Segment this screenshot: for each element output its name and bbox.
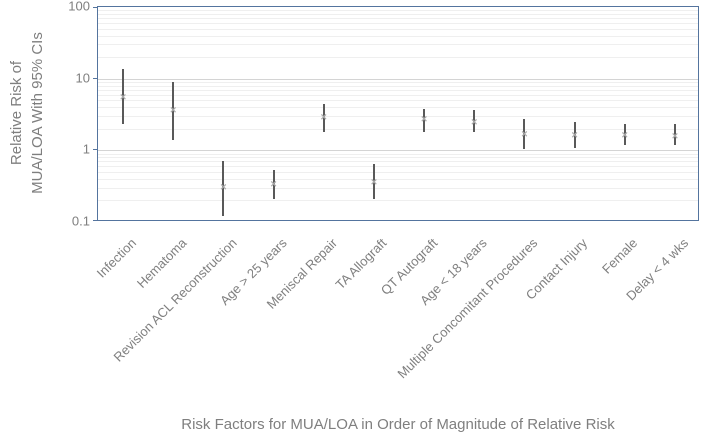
gridline-minor xyxy=(98,94,698,96)
data-marker: × xyxy=(521,128,528,141)
gridline-minor xyxy=(98,153,698,155)
gridline-minor xyxy=(98,128,698,130)
error-bar xyxy=(473,110,476,133)
error-bar xyxy=(172,81,175,140)
gridline-minor xyxy=(98,116,698,118)
gridline-minor xyxy=(98,171,698,173)
data-marker: × xyxy=(671,130,679,143)
data-marker: × xyxy=(170,104,177,117)
error-bar xyxy=(372,164,375,199)
error-bar xyxy=(623,124,626,145)
x-axis-title: Risk Factors for MUA/LOA in Order of Mag… xyxy=(181,416,615,433)
gridline-minor xyxy=(98,200,698,202)
error-bar xyxy=(122,69,125,125)
x-category-label: Infection xyxy=(93,235,139,281)
gridline-minor xyxy=(98,10,698,12)
error-bar xyxy=(272,169,275,199)
gridline-minor xyxy=(98,89,698,91)
data-marker: × xyxy=(370,176,378,189)
error-bar xyxy=(423,108,426,133)
y-tick-mark xyxy=(93,149,97,151)
data-marker: × xyxy=(420,113,428,126)
data-marker: × xyxy=(320,111,327,124)
gridline-minor xyxy=(98,187,698,189)
gridline-minor xyxy=(98,85,698,87)
data-marker: × xyxy=(621,129,628,142)
y-axis-title: Relative Risk of MUA/LOA With 95% CIs xyxy=(6,32,48,194)
gridline-minor xyxy=(98,57,698,59)
gridline-minor xyxy=(98,22,698,24)
y-tick-mark xyxy=(93,220,97,221)
y-tick-mark xyxy=(93,6,97,8)
y-tick-mark xyxy=(93,77,97,79)
gridline-minor xyxy=(98,35,698,37)
gridline-minor xyxy=(98,44,698,46)
y-tick-label: 100 xyxy=(68,0,90,14)
error-bar xyxy=(573,121,576,149)
data-marker: × xyxy=(571,129,578,142)
data-marker: × xyxy=(119,91,127,104)
gridline-minor xyxy=(98,81,698,83)
y-axis-title-line2: MUA/LOA With 95% CIs xyxy=(29,32,46,194)
data-marker: × xyxy=(270,178,277,191)
gridline-minor xyxy=(98,28,698,30)
data-marker: × xyxy=(220,181,227,194)
gridline-minor xyxy=(98,157,698,159)
plot-area: × × × × × × × × × × × × xyxy=(97,6,699,221)
y-axis-title-line1: Relative Risk of xyxy=(8,60,25,166)
gridline-minor xyxy=(98,161,698,163)
gridline-minor xyxy=(98,13,698,15)
error-bar xyxy=(673,123,676,146)
gridline-minor xyxy=(98,166,698,168)
y-tick-label: 1 xyxy=(82,141,90,157)
gridline-major xyxy=(98,78,698,80)
gridline-minor xyxy=(98,107,698,109)
error-bar xyxy=(222,160,225,217)
gridline-minor xyxy=(98,18,698,20)
data-marker: × xyxy=(471,116,478,129)
gridline-minor xyxy=(98,100,698,102)
gridline-minor xyxy=(98,178,698,180)
error-bar xyxy=(322,103,325,133)
x-category-label: Female xyxy=(599,235,641,277)
error-bar xyxy=(523,119,526,150)
y-tick-label: 0.1 xyxy=(71,213,90,229)
y-tick-label: 10 xyxy=(75,70,90,86)
gridline-major xyxy=(98,150,698,152)
